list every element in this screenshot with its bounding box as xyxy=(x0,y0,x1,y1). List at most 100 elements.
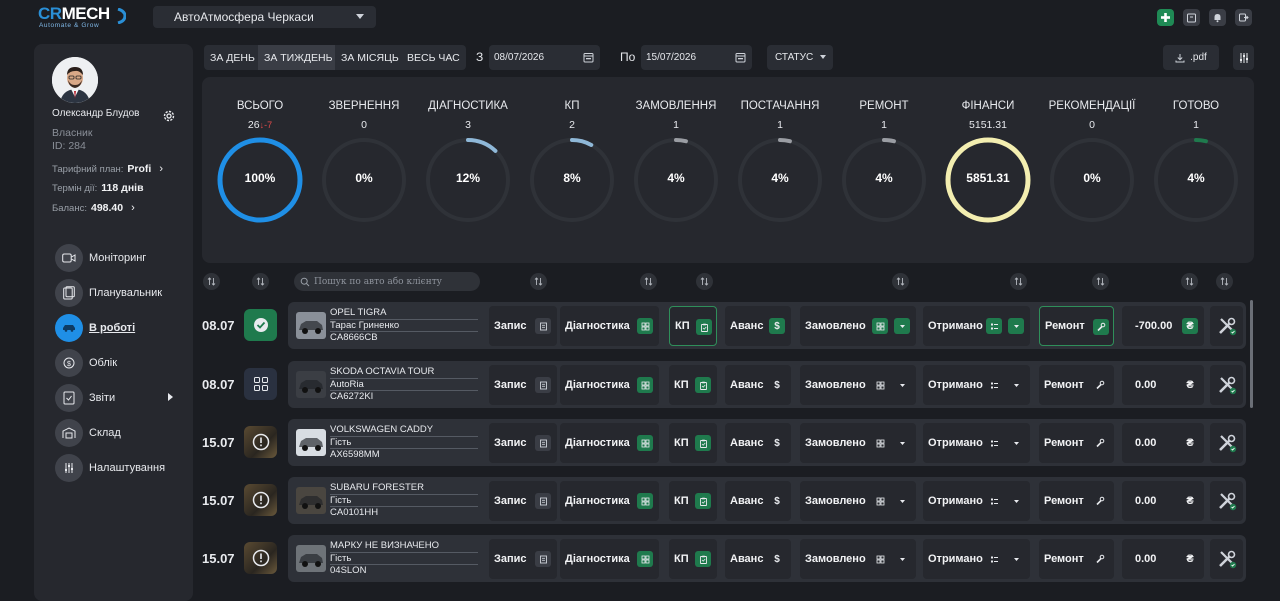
list-icon[interactable] xyxy=(986,493,1002,509)
sort-icon[interactable] xyxy=(640,273,657,290)
period-week[interactable]: ЗА ТИЖДЕНЬ xyxy=(258,45,339,70)
stat-постачання[interactable]: ПОСТАЧАННЯ 1 4% xyxy=(730,77,830,263)
column-settings-button[interactable] xyxy=(1233,45,1254,70)
grid-icon[interactable] xyxy=(637,318,653,334)
stat-замовлення[interactable]: ЗАМОВЛЕННЯ 1 4% xyxy=(626,77,726,263)
offer-cell[interactable]: КП xyxy=(669,539,717,579)
calendar-icon[interactable] xyxy=(735,52,746,63)
stat-рекомендації[interactable]: РЕКОМЕНДАЦІЇ 0 0% xyxy=(1042,77,1142,263)
chevron-down-icon[interactable] xyxy=(1008,318,1024,334)
record-cell[interactable]: Запис xyxy=(489,306,557,346)
add-icon[interactable] xyxy=(1157,9,1174,26)
nav-reports[interactable]: Звіти xyxy=(55,384,173,412)
ordered-cell[interactable]: Замовлено xyxy=(800,539,916,579)
wrench-icon[interactable] xyxy=(1092,551,1108,567)
grid-icon[interactable] xyxy=(872,377,888,393)
received-cell[interactable]: Отримано xyxy=(923,306,1030,346)
received-cell[interactable]: Отримано xyxy=(923,423,1030,463)
clip-icon[interactable] xyxy=(695,551,711,567)
amount-cell[interactable]: -700.00 ₴ xyxy=(1122,306,1204,346)
bell-icon[interactable] xyxy=(1209,9,1226,26)
tools-icon[interactable] xyxy=(1210,365,1243,405)
clip-icon[interactable] xyxy=(695,435,711,451)
doc-icon[interactable] xyxy=(535,435,551,451)
advance-cell[interactable]: Аванс $ xyxy=(725,481,791,521)
diagnostics-cell[interactable]: Діагностика xyxy=(560,539,659,579)
nav-monitoring[interactable]: Моніторинг xyxy=(55,244,146,272)
sort-icon[interactable] xyxy=(892,273,909,290)
ordered-cell[interactable]: Замовлено xyxy=(800,306,916,346)
repair-cell[interactable]: Ремонт xyxy=(1039,481,1114,521)
stat-готово[interactable]: ГОТОВО 1 4% xyxy=(1146,77,1246,263)
clip-icon[interactable] xyxy=(696,319,712,335)
list-icon[interactable] xyxy=(986,377,1002,393)
order-card[interactable]: SUBARU FORESTER Гість CA0101HH Запис Діагнос… xyxy=(288,477,1246,524)
grid-icon[interactable] xyxy=(637,493,653,509)
sort-icon[interactable] xyxy=(1092,273,1109,290)
grid-icon[interactable] xyxy=(872,318,888,334)
car-photo[interactable] xyxy=(296,312,326,339)
clip-icon[interactable] xyxy=(695,493,711,509)
diagnostics-cell[interactable]: Діагностика xyxy=(560,481,659,521)
chevron-down-icon[interactable] xyxy=(1008,551,1024,567)
record-cell[interactable]: Запис xyxy=(489,481,557,521)
dollar-icon[interactable]: $ xyxy=(769,318,785,334)
wrench-icon[interactable] xyxy=(1093,319,1109,335)
dollar-icon[interactable]: $ xyxy=(774,379,780,391)
advance-cell[interactable]: Аванс $ xyxy=(725,423,791,463)
diagnostics-cell[interactable]: Діагностика xyxy=(560,306,659,346)
repair-cell[interactable]: Ремонт xyxy=(1039,365,1114,405)
grid-icon[interactable] xyxy=(637,435,653,451)
chevron-down-icon[interactable] xyxy=(894,493,910,509)
order-row[interactable]: 08.07 OPEL TIGRA Тарас Гриненко CA8666CB Зап… xyxy=(202,300,1246,350)
avatar[interactable] xyxy=(52,57,98,103)
stat-кп[interactable]: КП 2 8% xyxy=(522,77,622,263)
tools-icon[interactable] xyxy=(1210,306,1243,346)
order-row[interactable]: 15.07 SUBARU FORESTER Гість CA0101HH Запис Ді… xyxy=(202,475,1246,525)
order-status-badge[interactable] xyxy=(244,484,277,516)
car-photo[interactable] xyxy=(296,429,326,456)
nav-accounting[interactable]: $ Облік xyxy=(55,349,117,377)
received-cell[interactable]: Отримано xyxy=(923,539,1030,579)
record-cell[interactable]: Запис xyxy=(489,423,557,463)
period-month[interactable]: ЗА МІСЯЦЬ xyxy=(335,45,405,70)
repair-cell[interactable]: Ремонт xyxy=(1039,306,1114,346)
order-status-badge[interactable] xyxy=(244,542,277,574)
archive-icon[interactable] xyxy=(1183,9,1200,26)
order-row[interactable]: 08.07 SKODA OCTAVIA TOUR AutoRia CA6272KI За… xyxy=(202,359,1246,409)
nav-in-work[interactable]: В роботі xyxy=(55,314,135,342)
sort-icon[interactable] xyxy=(1010,273,1027,290)
nav-warehouse[interactable]: Склад xyxy=(55,419,121,447)
order-status-badge[interactable] xyxy=(244,368,277,400)
dollar-icon[interactable]: $ xyxy=(774,553,780,565)
ordered-cell[interactable]: Замовлено xyxy=(800,423,916,463)
amount-cell[interactable]: 0.00 ₴ xyxy=(1122,481,1204,521)
order-status-badge[interactable] xyxy=(244,426,277,458)
amount-cell[interactable]: 0.00 ₴ xyxy=(1122,365,1204,405)
order-card[interactable]: МАРКУ НЕ ВИЗНАЧЕНО Гість 04SLON Запис Діагно… xyxy=(288,535,1246,582)
order-card[interactable]: VOLKSWAGEN CADDY Гість AX6598MM Запис Діагно… xyxy=(288,419,1246,466)
wrench-icon[interactable] xyxy=(1092,435,1108,451)
car-info[interactable]: VOLKSWAGEN CADDY Гість AX6598MM xyxy=(330,424,478,462)
clip-icon[interactable] xyxy=(695,377,711,393)
sort-icon[interactable] xyxy=(252,273,269,290)
status-filter[interactable]: СТАТУС xyxy=(767,45,833,70)
export-pdf-button[interactable]: .pdf xyxy=(1163,45,1219,70)
order-row[interactable]: 15.07 МАРКУ НЕ ВИЗНАЧЕНО Гість 04SLON Запис Д… xyxy=(202,533,1246,583)
car-photo[interactable] xyxy=(296,487,326,514)
list-icon[interactable] xyxy=(986,551,1002,567)
car-photo[interactable] xyxy=(296,371,326,398)
advance-cell[interactable]: Аванс $ xyxy=(725,539,791,579)
plan-row[interactable]: Тарифний план: Profi › xyxy=(52,163,163,175)
chevron-down-icon[interactable] xyxy=(894,435,910,451)
received-cell[interactable]: Отримано xyxy=(923,365,1030,405)
stat-діагностика[interactable]: ДІАГНОСТИКА 3 12% xyxy=(418,77,518,263)
list-icon[interactable] xyxy=(986,435,1002,451)
offer-cell[interactable]: КП xyxy=(669,481,717,521)
crmech-logo[interactable]: CRMECH Automate & Grow xyxy=(38,4,128,30)
sort-icon[interactable] xyxy=(1216,273,1233,290)
record-cell[interactable]: Запис xyxy=(489,365,557,405)
ordered-cell[interactable]: Замовлено xyxy=(800,365,916,405)
chevron-down-icon[interactable] xyxy=(894,318,910,334)
company-select[interactable]: АвтоАтмосфера Черкаси xyxy=(153,6,376,28)
